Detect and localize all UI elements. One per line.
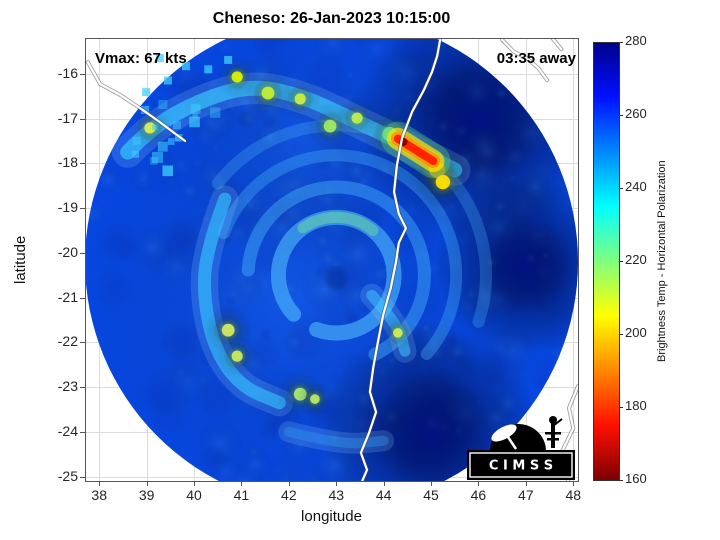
x-tick-label: 43 [328,487,345,503]
plot-title: Cheneso: 26-Jan-2023 10:15:00 [212,10,451,27]
colorbar-tick-label: 220 [625,252,647,267]
y-tick-label: -21 [57,288,78,305]
y-tick-label: -19 [57,199,78,216]
colorbar-tick-label: 280 [625,33,647,48]
y-tick-label: -20 [57,243,78,260]
colorbar-tick-label: 240 [625,179,647,194]
x-tick-label: 48 [565,487,582,503]
y-tick-label: -24 [57,422,78,439]
x-tick-label: 47 [518,487,534,503]
x-tick-label: 41 [233,487,250,503]
y-tick-label: -23 [57,378,78,395]
x-tick-label: 46 [470,487,487,503]
colorbar-label: Brightness Temp - Horizontal Polarizatio… [656,160,668,362]
y-tick-label: -22 [57,333,78,350]
x-tick-label: 39 [138,487,155,503]
y-tick-label: -18 [57,154,78,171]
y-tick-label: -17 [57,109,78,126]
x-axis-label: longitude [301,508,362,525]
time-away-annotation: 03:35 away [496,50,576,67]
y-axis-label: latitude [12,235,29,284]
colorbar-tick-label: 260 [625,106,647,121]
x-tick-label: 38 [91,487,107,503]
colorbar-tick-label: 200 [625,325,647,340]
colorbar-tick-label: 180 [625,398,647,413]
x-tick-label: 45 [423,487,439,503]
x-tick-label: 42 [281,487,297,503]
x-tick-label: 40 [186,487,202,503]
y-tick-label: -16 [57,64,78,81]
colorbar-tick-label: 160 [625,471,647,486]
y-tick-label: -25 [57,467,78,484]
vmax-annotation: Vmax: 67 kts [95,50,187,67]
x-tick-label: 44 [375,487,392,503]
